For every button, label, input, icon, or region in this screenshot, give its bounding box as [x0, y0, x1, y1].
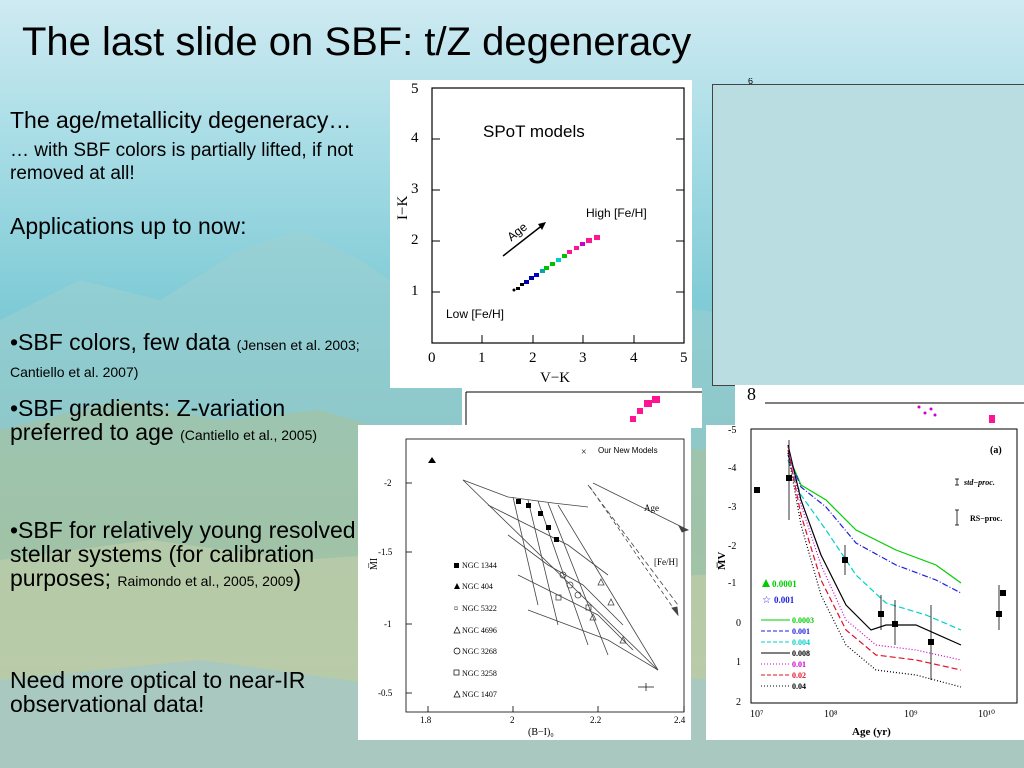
error-bar [638, 683, 654, 691]
other-points [555, 571, 627, 644]
legend-ngc3268: NGC 3268 [462, 647, 497, 656]
strip-right-partial: 8 [735, 385, 1024, 427]
green-triangle-icon [762, 579, 770, 587]
age-arrow-label: Age [644, 503, 659, 513]
partial-tick-6: 6 [748, 78, 754, 84]
z-blue-label: 0.001 [774, 595, 795, 605]
y-tick-2: 2 [736, 697, 741, 708]
age-arrow-head [538, 222, 546, 230]
legend-ngc1407: NGC 1407 [462, 690, 497, 699]
legend-title: Our New Models [598, 446, 658, 455]
legend-ngc5322: NGC 5322 [462, 604, 497, 613]
x-tick-2: 2 [529, 350, 537, 366]
z-legend: 0.0003 0.001 0.004 0.008 0.01 0.02 0.04 [761, 616, 814, 691]
blue-star-icon: ☆ [762, 595, 771, 606]
x-tick-4: 4 [630, 350, 638, 366]
y-tick-neg1-5: -1.5 [378, 547, 393, 557]
z-line-4: 0.01 [792, 660, 806, 669]
x-axis-label: Age (yr) [852, 726, 891, 738]
bullet-sbf-colors: •SBF colors, few data (Jensen et al. 200… [10, 329, 360, 380]
y-tick-2: 2 [411, 232, 419, 248]
ngc404-point [428, 457, 436, 463]
x-tick-1-8: 1.8 [420, 715, 432, 725]
slide-title: The last slide on SBF: t/Z degeneracy [22, 20, 692, 64]
z-green-label: 0.0001 [772, 579, 797, 589]
z-line-6: 0.04 [792, 682, 806, 691]
x-tick-1e9: 10⁹ [904, 709, 918, 720]
galaxy-sbf-plot: 1.8 2 2.2 2.4 -2 -1.5 -1 -0.5 (B−I)₀ M̅I… [358, 425, 691, 740]
legend-ngc1344: NGC 1344 [462, 561, 497, 570]
y-tick-neg5: -5 [728, 425, 736, 436]
std-proc-label: std−proc. [963, 478, 995, 487]
y-tick-3: 3 [411, 181, 419, 197]
x-tick-1e8: 10⁸ [824, 709, 838, 720]
y-tick-neg4: -4 [728, 463, 736, 474]
y-tick-neg2: -2 [728, 541, 736, 552]
y-tick-neg3: -3 [728, 502, 736, 513]
rs-proc-label: RS−proc. [970, 514, 1002, 523]
spot-models-plot: 1 2 3 4 5 0 1 2 3 4 5 V−K I−K SPoT model… [390, 80, 692, 388]
legend-ngc5322-icon: ¤ [454, 604, 458, 613]
y-tick-neg0-5: -0.5 [378, 688, 393, 698]
sbf-colors-text: … with SBF colors is partially lifted, i… [10, 140, 354, 184]
bullet-sbf-gradients: •SBF gradients: Z-variation preferred to… [10, 395, 318, 445]
y-axis-label: M̅V [716, 552, 728, 570]
legend-ngc404: NGC 404 [462, 582, 493, 591]
x-tick-3: 3 [579, 350, 587, 366]
x-tick-0: 0 [428, 350, 436, 366]
legend-list: NGC 1344 NGC 404 ¤ NGC 5322 NGC 4696 NGC… [453, 561, 497, 699]
y-tick-1: 1 [736, 657, 741, 668]
strip-left-partial [462, 388, 702, 428]
placeholder-panel [712, 84, 1024, 386]
x-tick-5: 5 [680, 350, 688, 366]
ngc1344-points [516, 499, 559, 542]
optical-nearir-text: Need more optical to near-IR observation… [10, 667, 306, 717]
z-line-0: 0.0003 [792, 616, 814, 625]
legend-cross-icon: × [581, 447, 587, 458]
x-tick-2-2: 2.2 [590, 715, 601, 725]
partial-tick-8: 8 [747, 385, 756, 404]
y-tick-neg1: -1 [728, 578, 736, 589]
high-feh-label: High [Fe/H] [586, 206, 647, 220]
y-tick-4: 4 [411, 130, 419, 146]
x-tick-1e10: 10¹⁰ [978, 709, 995, 720]
y-tick-neg2: -2 [384, 478, 392, 488]
legend-ngc3258: NGC 3258 [462, 669, 497, 678]
proc-error-bars [955, 478, 959, 526]
bullet-young-systems: •SBF for relatively young resolved stell… [10, 517, 356, 591]
z-line-3: 0.008 [792, 649, 810, 658]
age-metallicity-text: The age/metallicity degeneracy… [10, 107, 352, 133]
x-tick-1: 1 [478, 350, 486, 366]
isochrone-curves [787, 444, 962, 688]
x-axis-label: V−K [540, 370, 570, 386]
low-feh-label: Low [Fe/H] [446, 307, 504, 321]
y-axis-label: I−K [395, 196, 411, 220]
y-tick-1: 1 [411, 283, 419, 299]
panel-label: (a) [990, 445, 1002, 456]
mv-age-plot: -5 -4 -3 -2 -1 0 1 2 10⁷ 10⁸ 10⁹ 10¹⁰ Ag… [706, 425, 1024, 740]
x-tick-2-4: 2.4 [674, 715, 686, 725]
z-line-2: 0.004 [792, 638, 810, 647]
y-axis-label: M̅I [369, 558, 380, 570]
legend-ngc4696: NGC 4696 [462, 626, 497, 635]
x-axis-label: (B−I)₀ [528, 727, 554, 738]
feh-arrow-label: [Fe/H] [654, 557, 678, 567]
z-line-1: 0.001 [792, 627, 810, 636]
arrows [462, 479, 690, 671]
z-line-5: 0.02 [792, 671, 806, 680]
x-tick-2: 2 [510, 715, 515, 725]
model-points [512, 235, 600, 292]
spot-models-label: SPoT models [483, 122, 585, 141]
y-tick-5: 5 [411, 81, 419, 97]
data-error-bars [788, 440, 1000, 680]
left-text-column: The age/metallicity degeneracy… … with S… [10, 107, 360, 717]
y-tick-0: 0 [736, 618, 741, 629]
y-tick-neg1: -1 [384, 619, 392, 629]
age-arrow [502, 223, 545, 257]
x-tick-1e7: 10⁷ [750, 709, 764, 720]
applications-heading: Applications up to now: [10, 213, 247, 239]
